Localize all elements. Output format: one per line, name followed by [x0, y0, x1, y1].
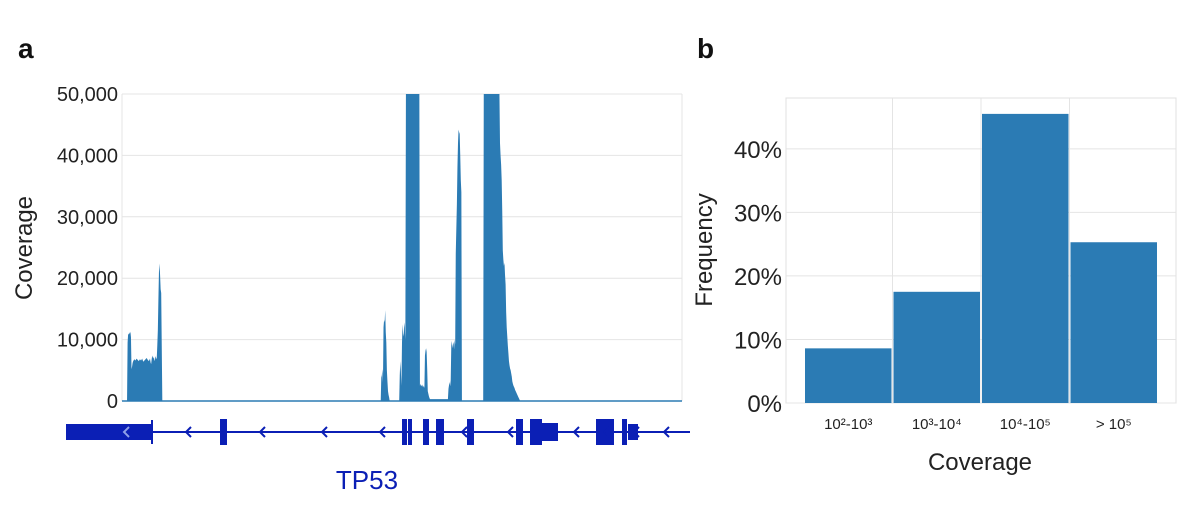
b-ytick-label: 0% — [747, 391, 782, 418]
b-ytick-label: 40% — [734, 137, 782, 164]
panel-a-label: a — [18, 33, 34, 64]
gene-exon — [220, 419, 227, 445]
gene-strand-arrow — [662, 426, 670, 438]
b-xtick-label: 10²-10³ — [824, 416, 872, 433]
gene-strand-arrow — [572, 426, 580, 438]
a-ytick-label: 40,000 — [57, 145, 118, 167]
gene-strand-arrows — [122, 426, 670, 438]
b-bar-2 — [982, 113, 1069, 404]
panel-b-x-ticks: 10²-10³ 10³-10⁴ 10⁴-10⁵ > 10⁵ — [824, 416, 1132, 433]
gene-utr-block — [66, 424, 152, 440]
b-ytick-label: 20% — [734, 264, 782, 291]
panel-b-y-ticks: 0% 10% 20% 30% 40% — [734, 137, 782, 418]
gene-strand-arrow — [506, 426, 514, 438]
b-x-axis-title: Coverage — [928, 449, 1032, 476]
a-ytick-label: 50,000 — [57, 84, 118, 106]
gene-strand-arrow — [122, 426, 130, 438]
gene-exon — [436, 419, 444, 445]
a-ytick-label: 30,000 — [57, 207, 118, 229]
b-y-axis-title: Frequency — [691, 193, 718, 306]
gene-exon — [516, 419, 523, 445]
b-xtick-label: 10³-10⁴ — [912, 416, 962, 433]
gene-exon — [622, 419, 627, 445]
b-bar-1 — [893, 291, 980, 403]
b-ytick-label: 10% — [734, 327, 782, 354]
gene-track — [66, 419, 690, 445]
b-xtick-label: > 10⁵ — [1096, 416, 1132, 433]
a-ytick-label: 0 — [107, 391, 118, 413]
gene-utr-block — [542, 423, 558, 441]
b-bar-0 — [805, 348, 892, 403]
b-ytick-label: 30% — [734, 200, 782, 227]
gene-exon — [408, 419, 412, 445]
gene-strand-arrow — [632, 426, 640, 438]
gene-label: TP53 — [336, 465, 398, 495]
gene-strand-arrow — [378, 426, 386, 438]
coverage-area-series-overlay — [378, 94, 681, 401]
gene-strand-arrow — [184, 426, 192, 438]
gene-exon — [423, 419, 429, 445]
gene-strand-arrow — [460, 426, 468, 438]
gene-exon — [530, 419, 542, 445]
panel-b-label: b — [697, 33, 714, 64]
panel-a-y-ticks: 0 10,000 20,000 30,000 40,000 50,000 — [57, 84, 118, 413]
panel-b-bars — [805, 113, 1157, 404]
a-y-axis-title: Coverage — [11, 196, 38, 300]
gene-strand-arrow — [602, 426, 610, 438]
a-ytick-label: 10,000 — [57, 330, 118, 352]
gene-exon — [402, 419, 407, 445]
gene-strand-arrow — [320, 426, 328, 438]
gene-strand-arrow — [258, 426, 266, 438]
b-xtick-label: 10⁴-10⁵ — [1000, 416, 1051, 433]
b-bar-3 — [1070, 242, 1157, 403]
a-ytick-label: 20,000 — [57, 268, 118, 290]
gene-exon — [467, 419, 474, 445]
